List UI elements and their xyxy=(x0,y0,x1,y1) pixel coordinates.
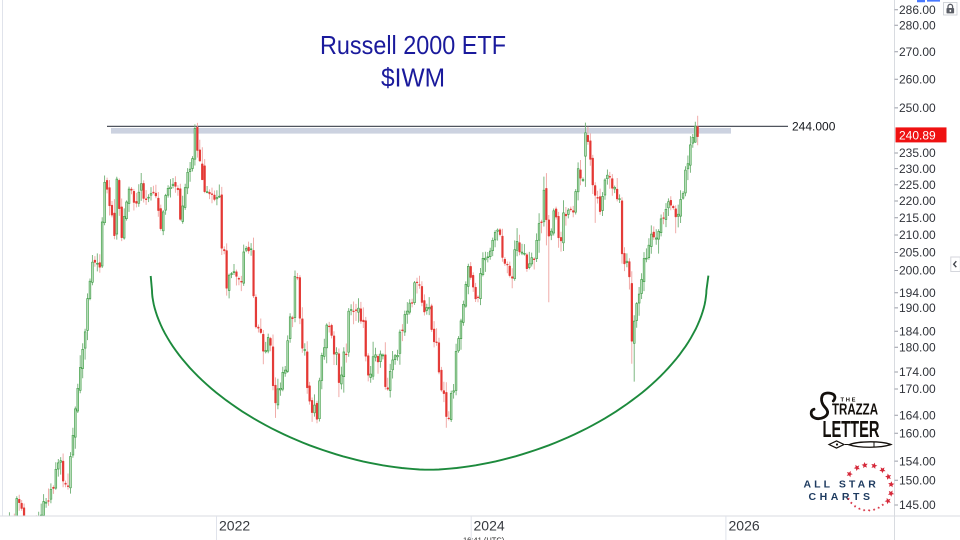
svg-text:184.00: 184.00 xyxy=(899,325,936,339)
svg-text:16:41 (UTC): 16:41 (UTC) xyxy=(463,536,505,540)
svg-text:2026: 2026 xyxy=(729,518,760,534)
svg-text:225.00: 225.00 xyxy=(899,178,936,192)
svg-text:280.00: 280.00 xyxy=(899,18,936,32)
svg-text:190.00: 190.00 xyxy=(899,301,936,315)
svg-text:170.00: 170.00 xyxy=(899,382,936,396)
svg-text:194.00: 194.00 xyxy=(899,286,936,300)
svg-text:260.00: 260.00 xyxy=(899,73,936,87)
svg-text:215.00: 215.00 xyxy=(899,211,936,225)
svg-text:220.00: 220.00 xyxy=(899,194,936,208)
svg-text:145.00: 145.00 xyxy=(899,498,936,512)
svg-text:244.000: 244.000 xyxy=(792,120,836,134)
svg-text:ALL STAR: ALL STAR xyxy=(804,479,879,491)
svg-text:286.00: 286.00 xyxy=(899,3,936,17)
svg-text:TRAZZA: TRAZZA xyxy=(832,402,878,419)
svg-text:270.00: 270.00 xyxy=(899,45,936,59)
svg-text:THE: THE xyxy=(841,398,858,404)
svg-text:$IWM: $IWM xyxy=(381,63,445,93)
svg-text:LETTER: LETTER xyxy=(823,416,880,442)
svg-text:154.00: 154.00 xyxy=(899,454,936,468)
svg-text:210.00: 210.00 xyxy=(899,228,936,242)
svg-text:174.00: 174.00 xyxy=(899,365,936,379)
svg-text:2022: 2022 xyxy=(219,518,250,534)
svg-text:164.00: 164.00 xyxy=(899,408,936,422)
svg-text:250.00: 250.00 xyxy=(899,101,936,115)
svg-text:235.00: 235.00 xyxy=(899,146,936,160)
svg-text:Russell 2000 ETF: Russell 2000 ETF xyxy=(320,30,506,60)
svg-text:160.00: 160.00 xyxy=(899,426,936,440)
svg-text:180.00: 180.00 xyxy=(899,341,936,355)
svg-text:240.89: 240.89 xyxy=(899,129,936,143)
svg-text:CHARTS: CHARTS xyxy=(809,491,874,503)
svg-text:150.00: 150.00 xyxy=(899,473,936,487)
svg-text:2024: 2024 xyxy=(474,518,505,534)
svg-text:230.00: 230.00 xyxy=(899,162,936,176)
svg-text:200.00: 200.00 xyxy=(899,264,936,278)
svg-text:205.00: 205.00 xyxy=(899,246,936,260)
